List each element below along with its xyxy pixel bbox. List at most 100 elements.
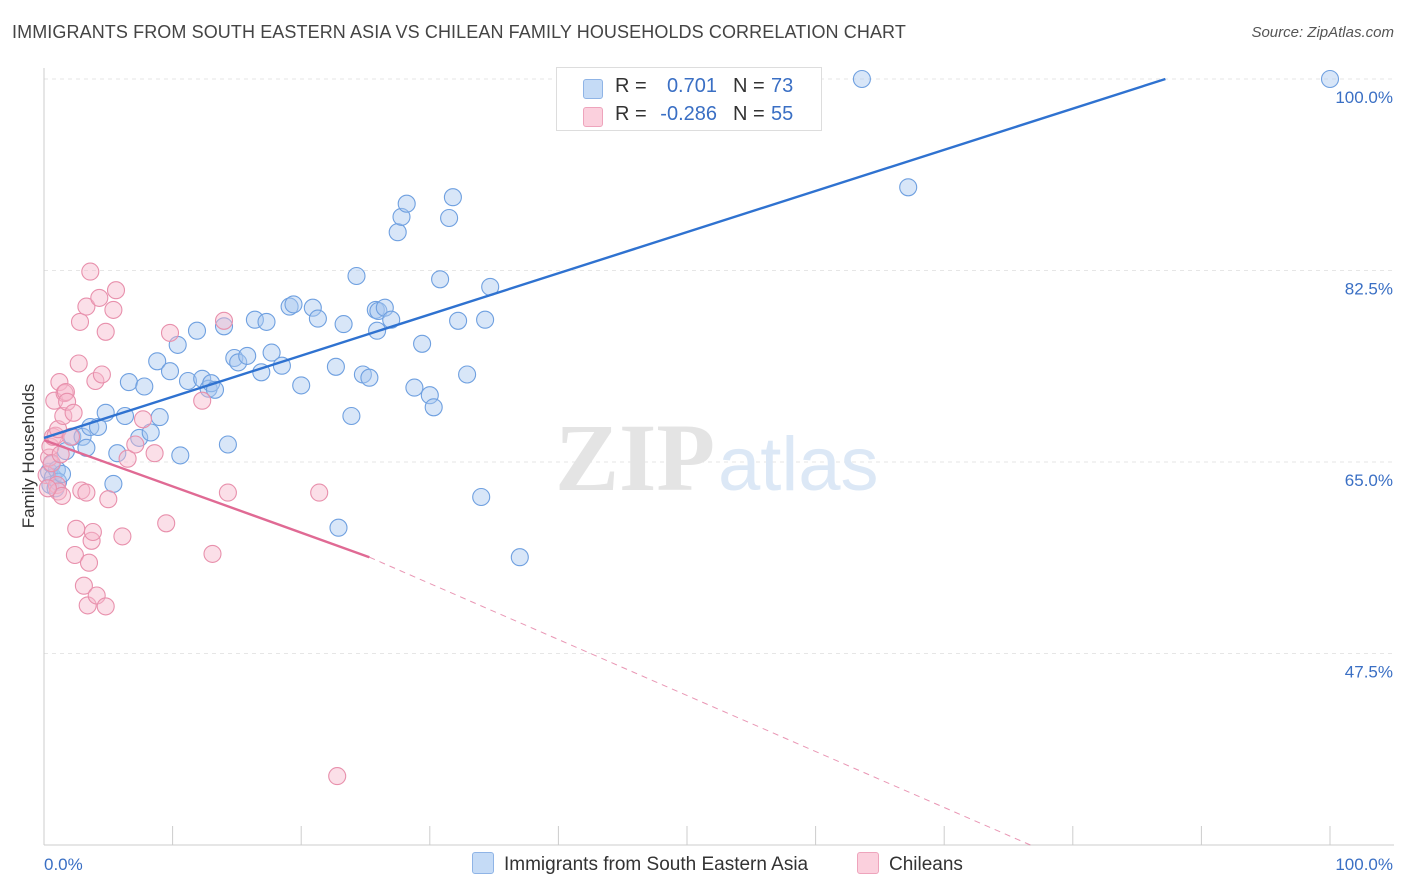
data-point <box>397 194 416 213</box>
data-point <box>92 365 111 384</box>
data-point <box>54 406 73 426</box>
data-point <box>178 371 198 391</box>
data-point <box>171 446 190 465</box>
watermark: ZIP atlas <box>555 404 879 511</box>
data-point <box>245 310 264 329</box>
data-point <box>476 310 495 329</box>
data-point <box>443 188 462 207</box>
data-point <box>160 323 180 342</box>
data-point <box>420 386 439 405</box>
data-point <box>104 300 123 319</box>
data-point <box>86 371 105 391</box>
data-point <box>81 262 100 281</box>
data-point <box>79 553 99 572</box>
stats-legend: R = 0.701 N = 73 R = -0.286 N = 55 <box>556 67 822 131</box>
data-point <box>135 377 154 396</box>
x-tick-label: 0.0% <box>44 855 83 874</box>
data-point <box>108 444 127 463</box>
data-point <box>510 548 529 567</box>
data-point <box>70 312 90 331</box>
data-point <box>50 373 69 392</box>
data-point <box>56 382 75 402</box>
data-point <box>1320 69 1340 89</box>
data-point <box>292 376 311 395</box>
legend-item-immigrants[interactable]: Immigrants from South Eastern Asia <box>472 852 808 876</box>
chart-title: IMMIGRANTS FROM SOUTH EASTERN ASIA VS CH… <box>12 22 906 42</box>
data-point <box>96 322 115 341</box>
y-tick-label: 65.0% <box>1345 471 1393 490</box>
watermark-zip: ZIP <box>555 404 715 511</box>
data-point <box>74 576 93 595</box>
n-label: N = <box>733 75 765 97</box>
data-point <box>899 178 918 197</box>
immigrants-swatch <box>583 79 603 99</box>
x-tick-labels: 0.0% 100.0% <box>44 855 1393 874</box>
x-tick-label: 100.0% <box>1335 855 1393 874</box>
data-point <box>118 449 137 468</box>
n-label: N = <box>733 103 765 125</box>
data-point <box>99 490 118 509</box>
data-point <box>431 270 450 289</box>
legend-item-chileans[interactable]: Chileans <box>857 852 963 876</box>
gridlines <box>44 78 1394 654</box>
data-point <box>77 483 96 502</box>
data-point <box>64 403 83 422</box>
legend-label: Immigrants from South Eastern Asia <box>504 854 809 875</box>
data-point <box>262 343 281 362</box>
y-tick-label: 47.5% <box>1345 663 1393 682</box>
data-point <box>119 373 138 392</box>
y-tick-labels: 47.5% 65.0% 82.5% 100.0% <box>1335 88 1393 682</box>
r-label: R = <box>615 103 647 125</box>
data-point <box>150 408 169 427</box>
data-point <box>126 435 145 454</box>
data-point <box>218 483 237 502</box>
stats-row-chileans: R = -0.286 N = 55 <box>557 101 821 129</box>
data-point <box>284 295 303 314</box>
y-axis-label: Family Households <box>19 384 38 529</box>
data-point <box>405 378 424 397</box>
data-point <box>328 767 347 786</box>
data-point <box>67 519 86 538</box>
data-point <box>193 391 212 410</box>
data-point <box>326 357 345 376</box>
data-point <box>83 522 102 542</box>
data-point <box>413 334 432 353</box>
data-point <box>214 317 234 336</box>
legend-label: Chileans <box>889 854 963 875</box>
data-point <box>329 518 348 537</box>
data-point <box>449 311 468 330</box>
data-point <box>238 346 257 365</box>
chileans-legend-swatch <box>857 852 879 874</box>
data-point <box>160 362 180 381</box>
data-point <box>214 311 234 330</box>
source-label: Source: ZipAtlas.com <box>1251 24 1394 41</box>
data-point <box>472 487 491 507</box>
data-point <box>334 315 353 334</box>
data-point <box>342 406 361 426</box>
immigrants-legend-swatch <box>472 852 494 874</box>
data-point <box>382 310 401 329</box>
data-point <box>52 486 72 505</box>
data-point <box>440 208 459 228</box>
data-point <box>65 545 84 565</box>
data-point <box>308 309 327 328</box>
data-point <box>360 368 379 387</box>
trend-line <box>43 77 1166 440</box>
data-point <box>852 69 871 89</box>
data-point <box>203 544 222 563</box>
data-point <box>458 365 477 384</box>
y-tick-label: 82.5% <box>1345 280 1393 299</box>
data-point <box>133 410 153 429</box>
r-value: 0.701 <box>666 75 717 97</box>
data-point <box>424 398 443 417</box>
data-point <box>218 435 237 454</box>
data-point <box>96 597 115 616</box>
r-value: -0.286 <box>660 103 717 125</box>
series-chileans <box>37 262 347 786</box>
data-point <box>257 312 276 331</box>
stats-row-immigrants: R = 0.701 N = 73 <box>557 73 821 101</box>
n-value: 55 <box>771 103 794 125</box>
data-point <box>78 596 97 615</box>
series-legend: Immigrants from South Eastern Asia Chile… <box>0 850 1406 880</box>
